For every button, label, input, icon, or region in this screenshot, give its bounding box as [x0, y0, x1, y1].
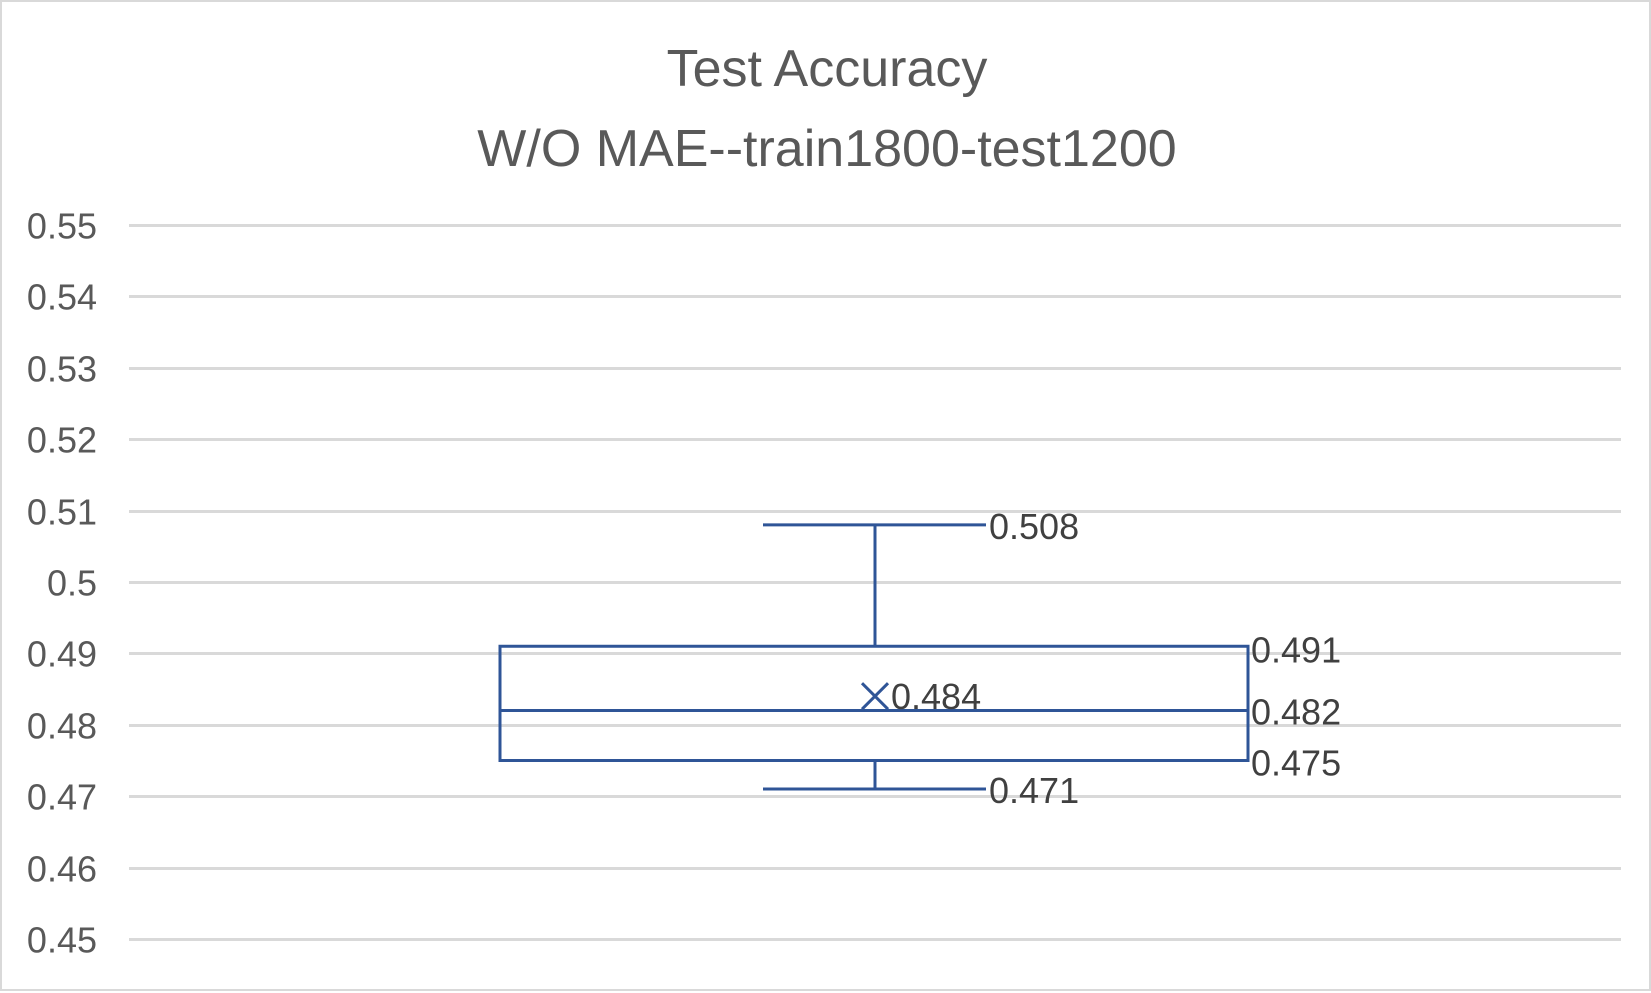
min-label: 0.471 — [989, 770, 1079, 811]
max-label: 0.508 — [989, 506, 1079, 547]
median-label: 0.482 — [1251, 692, 1341, 733]
y-tick-label: 0.52 — [27, 420, 97, 461]
y-tick-label: 0.45 — [27, 920, 97, 961]
q3-label: 0.491 — [1251, 629, 1341, 670]
data-labels: 0.508 0.491 0.484 0.482 0.475 0.471 — [891, 506, 1341, 811]
y-tick-label: 0.54 — [27, 277, 97, 318]
y-tick-label: 0.51 — [27, 492, 97, 533]
y-tick-label: 0.55 — [27, 206, 97, 247]
q1-label: 0.475 — [1251, 743, 1341, 784]
chart-title-line-2: W/O MAE--train1800-test1200 — [477, 120, 1176, 178]
chart-title-line-1: Test Accuracy — [667, 40, 988, 98]
y-tick-label: 0.46 — [27, 849, 97, 890]
y-tick-label: 0.48 — [27, 706, 97, 747]
y-tick-label: 0.49 — [27, 634, 97, 675]
y-tick-label: 0.5 — [47, 563, 97, 604]
mean-label: 0.484 — [891, 676, 981, 717]
mean-marker-stroke — [860, 682, 890, 711]
box-series — [498, 523, 1250, 791]
chart-title: Test Accuracy W/O MAE--train1800-test120… — [477, 40, 1176, 178]
mean-marker — [860, 682, 890, 711]
y-axis-tick-labels: 0.45 0.46 0.47 0.48 0.49 0.5 0.51 0.52 0.53 0.54 0… — [27, 206, 97, 961]
y-tick-label: 0.53 — [27, 349, 97, 390]
y-tick-label: 0.47 — [27, 777, 97, 818]
interquartile-box — [498, 644, 1250, 763]
